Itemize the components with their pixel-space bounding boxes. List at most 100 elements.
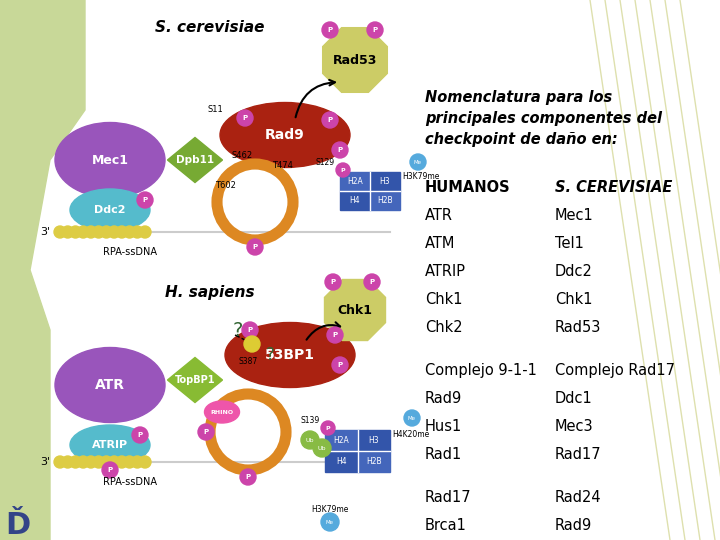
Polygon shape: [168, 357, 222, 402]
Text: P: P: [338, 362, 343, 368]
Text: Dpb11: Dpb11: [176, 155, 214, 165]
Circle shape: [321, 421, 335, 435]
Text: Chk1: Chk1: [338, 303, 372, 316]
Text: Complejo Rad17: Complejo Rad17: [555, 363, 675, 378]
Text: P: P: [330, 279, 336, 285]
Circle shape: [77, 456, 89, 468]
Text: Me: Me: [414, 159, 422, 165]
Ellipse shape: [225, 322, 355, 388]
Text: Brca1: Brca1: [425, 518, 467, 533]
Circle shape: [226, 410, 270, 454]
Circle shape: [108, 226, 120, 238]
Text: Chk1: Chk1: [555, 292, 593, 307]
Text: Ddc2: Ddc2: [555, 264, 593, 279]
Text: Ub: Ub: [318, 446, 326, 450]
Text: RHINO: RHINO: [210, 409, 233, 415]
Circle shape: [139, 226, 151, 238]
Text: H. sapiens: H. sapiens: [165, 285, 255, 300]
Circle shape: [137, 192, 153, 208]
Circle shape: [54, 226, 66, 238]
Ellipse shape: [70, 425, 150, 465]
Text: ATRIP: ATRIP: [425, 264, 466, 279]
Circle shape: [198, 424, 214, 440]
Circle shape: [131, 456, 143, 468]
Text: P: P: [248, 327, 253, 333]
Text: P: P: [338, 147, 343, 153]
Text: P: P: [107, 467, 112, 473]
Circle shape: [69, 226, 81, 238]
Text: H2B: H2B: [377, 196, 393, 205]
Bar: [340, 191, 370, 210]
Text: Rad17: Rad17: [238, 211, 261, 224]
Circle shape: [116, 456, 128, 468]
Text: P: P: [138, 432, 143, 438]
Text: ATM: ATM: [425, 236, 455, 251]
Circle shape: [321, 513, 339, 531]
Text: Rad9: Rad9: [425, 391, 462, 406]
Circle shape: [313, 439, 331, 457]
Text: RPA-ssDNA: RPA-ssDNA: [103, 247, 157, 257]
Text: Rad9: Rad9: [555, 518, 593, 533]
Circle shape: [85, 226, 97, 238]
Text: Me: Me: [326, 519, 334, 524]
Text: HUMANOS: HUMANOS: [425, 180, 510, 195]
Ellipse shape: [220, 103, 350, 167]
Circle shape: [410, 154, 426, 170]
Circle shape: [102, 462, 118, 478]
Circle shape: [325, 274, 341, 290]
Bar: [325, 451, 358, 472]
Text: Tel1: Tel1: [555, 236, 584, 251]
Circle shape: [332, 357, 348, 373]
Text: P: P: [341, 167, 346, 172]
Text: T602: T602: [215, 180, 235, 190]
Circle shape: [62, 226, 73, 238]
Text: Nomenclatura para los
principales componentes del
checkpoint de daño en:: Nomenclatura para los principales compon…: [425, 90, 662, 147]
Text: P: P: [143, 197, 148, 203]
Text: H4: H4: [336, 457, 346, 466]
Circle shape: [62, 456, 73, 468]
Ellipse shape: [55, 123, 165, 198]
Text: S. cerevisiae: S. cerevisiae: [156, 20, 265, 35]
Circle shape: [54, 456, 66, 468]
Bar: [358, 451, 390, 472]
Circle shape: [322, 22, 338, 38]
Text: Me: Me: [408, 415, 416, 421]
Circle shape: [131, 226, 143, 238]
Text: ATR: ATR: [95, 378, 125, 392]
Bar: [325, 430, 358, 451]
Text: Mec1: Mec1: [555, 208, 594, 223]
Text: P: P: [328, 117, 333, 123]
Ellipse shape: [70, 189, 150, 231]
Polygon shape: [0, 0, 85, 540]
Text: ?: ?: [266, 346, 274, 364]
Bar: [340, 172, 370, 191]
Text: Ddc1: Ddc1: [233, 184, 251, 200]
Polygon shape: [323, 28, 387, 92]
Text: Ď: Ď: [5, 510, 31, 539]
Text: P: P: [328, 27, 333, 33]
Circle shape: [100, 226, 112, 238]
Text: Rad1: Rad1: [425, 447, 462, 462]
Text: Ddc2: Ddc2: [94, 205, 126, 215]
Text: Complejo 9-1-1: Complejo 9-1-1: [425, 363, 537, 378]
Text: P: P: [204, 429, 209, 435]
Text: Chk1: Chk1: [425, 292, 462, 307]
Circle shape: [93, 226, 104, 238]
Circle shape: [116, 226, 128, 238]
Text: Ddc1: Ddc1: [555, 391, 593, 406]
Circle shape: [332, 142, 348, 158]
Text: Rad17: Rad17: [425, 490, 472, 505]
Circle shape: [240, 469, 256, 485]
Circle shape: [244, 336, 260, 352]
Circle shape: [69, 456, 81, 468]
Bar: [358, 430, 390, 451]
Text: RPA-ssDNA: RPA-ssDNA: [103, 477, 157, 487]
Circle shape: [322, 112, 338, 128]
Text: Mec1: Mec1: [91, 153, 128, 166]
Text: P: P: [333, 332, 338, 338]
Text: P: P: [246, 474, 251, 480]
Text: H4K20me: H4K20me: [392, 430, 429, 439]
Text: Chk2: Chk2: [425, 320, 463, 335]
Circle shape: [124, 226, 135, 238]
Text: Rad9: Rad9: [265, 128, 305, 142]
